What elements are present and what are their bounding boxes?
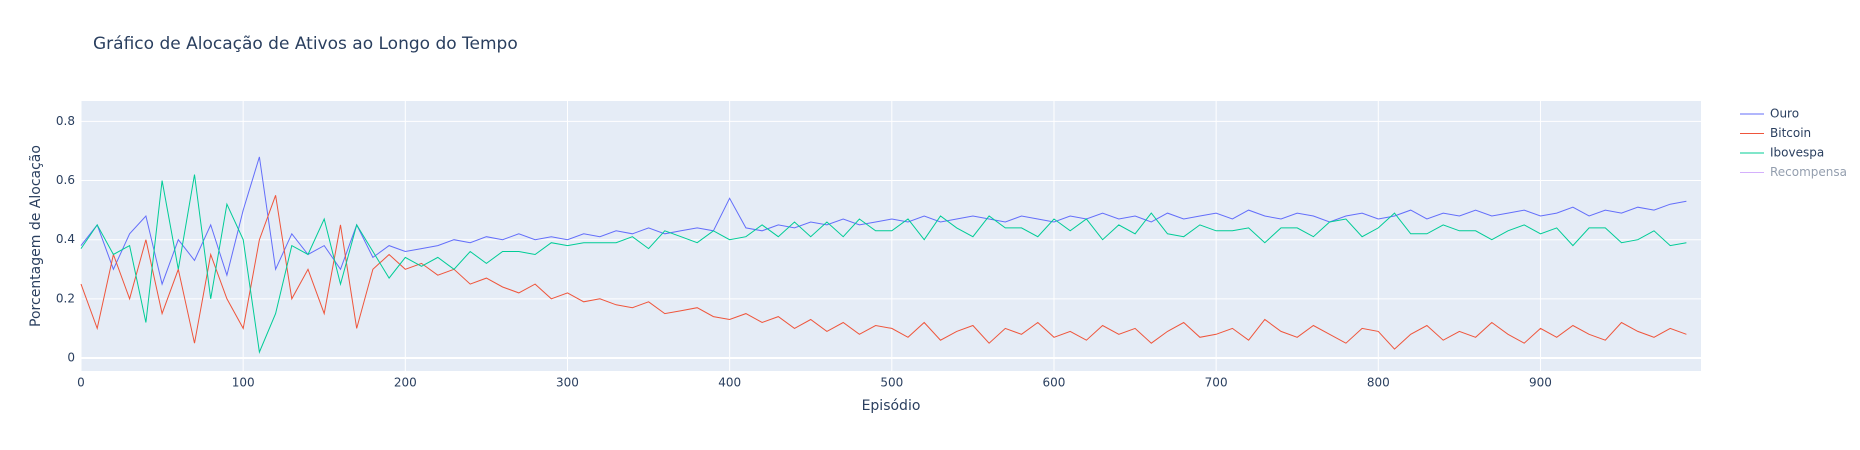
y-tick-label: 0	[67, 350, 75, 364]
x-tick-label: 600	[1043, 376, 1066, 390]
chart-title: Gráfico de Alocação de Ativos ao Longo d…	[93, 34, 518, 54]
y-tick-label: 0.6	[56, 173, 75, 187]
x-tick-label: 200	[394, 376, 417, 390]
legend-label: Bitcoin	[1770, 126, 1811, 140]
plot-area	[81, 101, 1701, 371]
series-line	[80, 195, 1687, 350]
x-tick-label: 400	[718, 376, 741, 390]
y-tick-label: 0.2	[56, 291, 75, 305]
x-tick-label: 700	[1205, 376, 1228, 390]
legend-label: Ibovespa	[1770, 146, 1824, 160]
legend-label: Ouro	[1770, 107, 1799, 121]
x-tick-label: 500	[880, 376, 903, 390]
x-tick-label: 100	[232, 376, 255, 390]
y-tick-label: 0.4	[56, 232, 75, 246]
y-axis-title: Porcentagem de Alocação	[28, 145, 44, 327]
series-line	[80, 156, 1687, 286]
y-tick-label: 0.8	[56, 114, 75, 128]
legend-label: Recompensa	[1770, 165, 1847, 179]
series-line	[80, 174, 1687, 354]
x-tick-label: 800	[1367, 376, 1390, 390]
x-tick-label: 0	[77, 376, 85, 390]
x-tick-label: 900	[1529, 376, 1552, 390]
x-tick-label: 300	[556, 376, 579, 390]
x-axis-title: Episódio	[862, 398, 921, 414]
